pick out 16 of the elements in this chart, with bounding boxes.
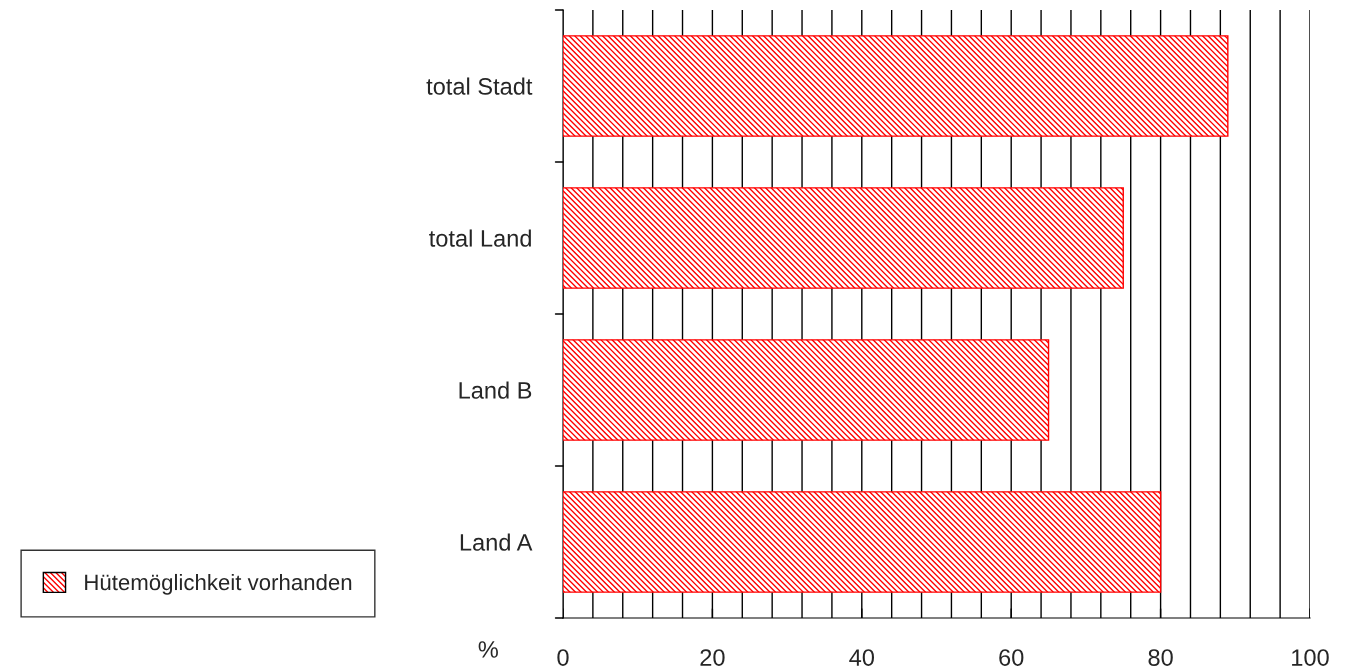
bar [563,35,1229,137]
bar [563,339,1050,441]
bar [563,491,1162,593]
legend-label: Hütemöglichkeit vorhanden [85,573,352,595]
x-tick-label: 80 [1148,649,1173,666]
y-tick-label: total Land [429,229,531,247]
x-tick-label: 100 [1292,649,1329,666]
x-tick-label: 40 [849,649,875,666]
x-tick-label: 0 [557,649,569,666]
x-tick-label: 20 [700,649,725,666]
y-tick-label: Land A [460,533,533,551]
y-tick-label: Land B [459,381,532,399]
x-axis-title: % [478,641,498,658]
x-tick-label: 60 [999,649,1024,666]
y-tick-label: total Stadt [426,77,533,95]
bar [563,187,1124,289]
